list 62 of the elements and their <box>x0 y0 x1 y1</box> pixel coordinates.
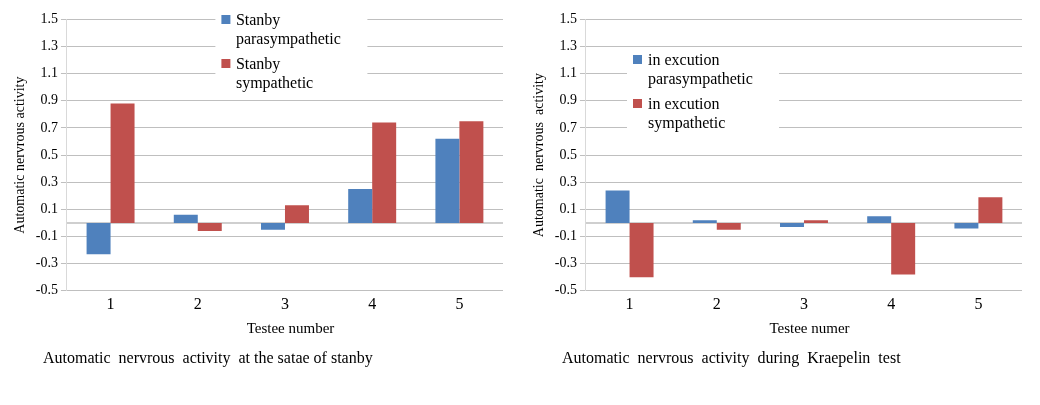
bar <box>891 222 916 275</box>
bar <box>605 190 630 223</box>
y-tick-label: 1.1 <box>559 65 577 81</box>
y-tick-label: 0.5 <box>559 146 577 162</box>
y-tick-label: 0.9 <box>559 92 577 108</box>
x-tick-label: 3 <box>799 294 808 312</box>
x-tick-label: 5 <box>974 294 983 312</box>
bar <box>197 222 222 232</box>
x-tick-label: 4 <box>368 294 377 312</box>
y-axis-title: Automatic nervrous activity <box>531 73 547 238</box>
y-tick-label: 1.5 <box>40 11 58 27</box>
y-tick-label: -0.3 <box>554 255 577 271</box>
bar <box>867 216 892 223</box>
y-tick-label: 0.1 <box>559 201 577 217</box>
bar <box>435 138 460 223</box>
y-tick-label: 1.3 <box>559 38 577 54</box>
y-tick-label: 0.7 <box>559 119 577 135</box>
y-tick-label: -0.5 <box>554 282 577 298</box>
y-tick-label: -0.3 <box>35 255 58 271</box>
bar <box>110 103 135 223</box>
x-tick-label: 1 <box>106 294 115 312</box>
bar <box>803 220 828 223</box>
y-tick-label: 1.3 <box>40 38 58 54</box>
bar <box>954 222 979 229</box>
y-tick-label: -0.1 <box>35 228 58 244</box>
x-axis-title: Testee number <box>245 320 336 337</box>
x-tick-label: 1 <box>625 294 634 312</box>
bar <box>372 122 397 223</box>
legend-label: Stanby sympathetic <box>235 54 315 92</box>
bar <box>261 222 285 230</box>
y-axis-title: Automatic nervrous activity <box>12 76 28 234</box>
text: Automatic nervrous activity during Kraepelin test <box>561 349 902 367</box>
bar <box>629 222 654 278</box>
y-tick-label: 1.5 <box>559 11 577 27</box>
legend-label: Stanby parasympathetic <box>235 10 342 48</box>
y-tick-label: 0.5 <box>40 146 58 162</box>
x-tick-label: 2 <box>712 294 721 312</box>
bar <box>284 205 309 223</box>
bar <box>348 189 373 223</box>
y-tick-label: 0.3 <box>559 173 577 189</box>
y-tick-label: -0.5 <box>35 282 58 298</box>
bar <box>86 222 111 255</box>
y-tick-label: 0.1 <box>40 201 58 217</box>
y-tick-label: 0.3 <box>40 173 58 189</box>
bar <box>780 222 804 228</box>
y-tick-label: 1.1 <box>40 65 58 81</box>
bar <box>978 197 1003 223</box>
x-tick-label: 4 <box>887 294 896 312</box>
bar <box>459 121 484 223</box>
text: Automatic nervrous activity at the satae of stanby <box>42 349 374 367</box>
y-tick-label: 0.9 <box>40 92 58 108</box>
bar <box>173 214 198 223</box>
x-axis-title: Testee numer <box>768 320 851 337</box>
x-tick-label: 3 <box>280 294 289 312</box>
x-tick-label: 2 <box>193 294 202 312</box>
y-tick-label: -0.1 <box>554 228 577 244</box>
legend-label: in excution sympathetic <box>648 94 727 132</box>
bar <box>716 222 741 230</box>
bar <box>692 220 717 223</box>
x-tick-label: 5 <box>455 294 464 312</box>
y-tick-label: 0.7 <box>40 119 58 135</box>
legend-label: in excution parasympathetic <box>648 50 754 88</box>
